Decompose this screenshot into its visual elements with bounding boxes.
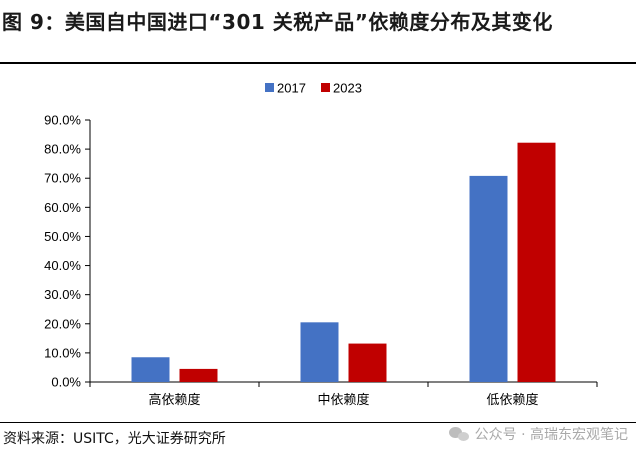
y-tick-label: 0.0% [51,375,81,390]
y-tick-label: 50.0% [44,229,81,244]
watermark-text: 公众号 · 高瑞东宏观笔记 [474,427,628,443]
bar-2017 [131,357,170,382]
y-tick-label: 90.0% [44,113,81,128]
watermark: 公众号 · 高瑞东宏观笔记 [448,424,628,444]
chart-title: 图 9：美国自中国进口“301 关税产品”依赖度分布及其变化 [2,10,553,34]
y-tick-label: 30.0% [44,287,81,302]
legend-swatch-2017 [265,83,274,92]
x-category-label: 高依赖度 [148,392,200,408]
y-tick-label: 70.0% [44,171,81,186]
bar-2023 [348,343,387,382]
y-tick-label: 10.0% [44,345,81,360]
bar-2017 [469,175,508,382]
legend-label: 2023 [333,81,362,96]
y-axis: 0.0% 10.0% 20.0% 30.0% 40.0% 50.0% 60.0% 70.0% 8… [44,113,91,390]
bar-2017 [300,322,339,382]
x-category-label: 中依赖度 [317,392,369,408]
y-tick-label: 40.0% [44,258,81,273]
bar-2023 [179,368,218,382]
bars [131,142,556,382]
y-tick-label: 60.0% [44,200,81,215]
bar-chart: 2017 2023 0.0% 10.0% 20.0% 30.0% 40.0% 50.0% 60… [44,81,598,408]
top-divider [0,62,636,64]
bottom-divider [0,422,636,423]
source-note: 资料来源：USITC，光大证券研究所 [3,431,226,447]
y-tick-label: 80.0% [44,142,81,157]
bar-2023 [517,142,556,382]
y-tick-label: 20.0% [44,316,81,331]
x-category-label: 低依赖度 [486,392,538,408]
legend: 2017 2023 [265,81,362,96]
x-axis: 高依赖度 中依赖度 低依赖度 [89,381,598,408]
wechat-icon [448,426,471,442]
legend-label: 2017 [277,81,306,96]
legend-swatch-2023 [321,83,330,92]
